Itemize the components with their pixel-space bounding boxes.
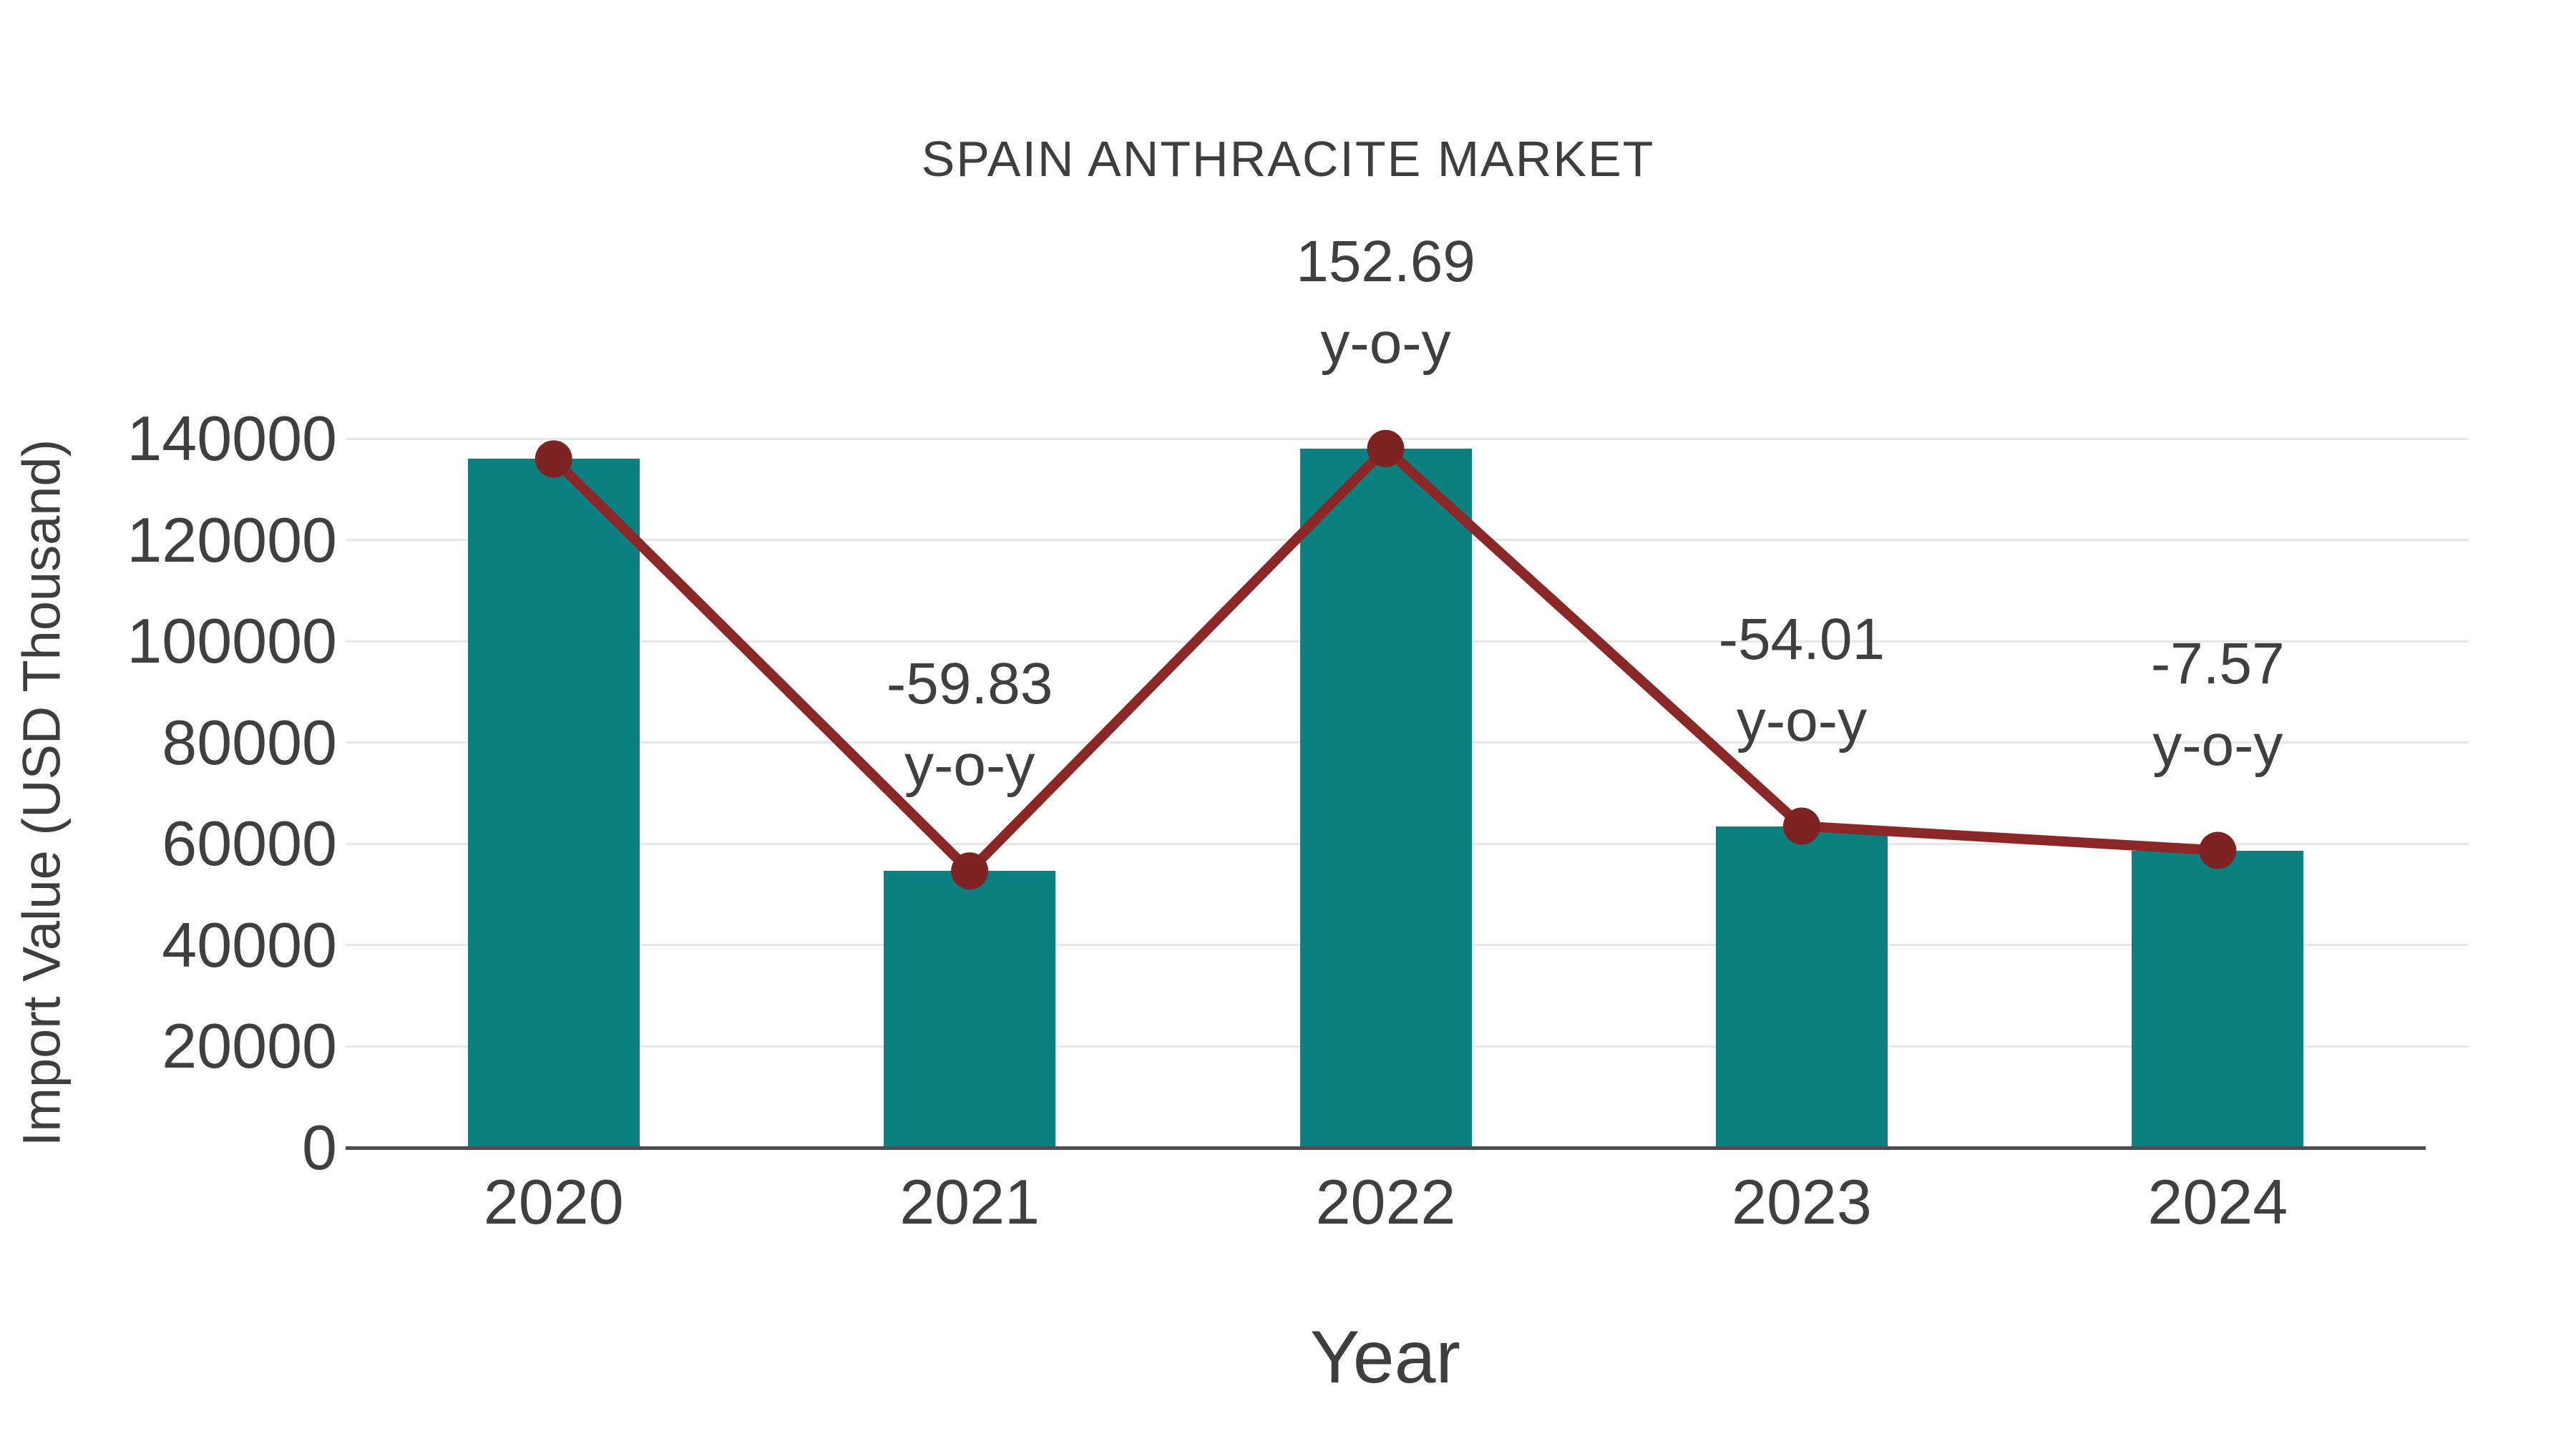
y-tick-label-100000: 100000 [127,605,337,677]
trend-line [550,441,2218,879]
yoy-annotation-2022: 152.69 y-o-y [1296,221,1475,384]
bar-2020 [467,459,640,1148]
x-axis-title: Year [1309,1316,1461,1399]
bar-2021 [884,871,1056,1148]
y-tick-label-120000: 120000 [127,504,337,575]
yoy-annotation-2023: -54.01 y-o-y [1719,599,1885,762]
marker-2020 [535,440,572,478]
yoy-annotation-2021: -59.83 y-o-y [887,643,1053,806]
yoy-value: 152.69 [1296,228,1475,294]
x-tick-label-2021: 2021 [899,1166,1040,1237]
y-tick-label-20000: 20000 [162,1010,337,1082]
x-tick-label-2024: 2024 [2147,1166,2288,1237]
gridline-140000 [346,437,2469,440]
x-tick-label-2022: 2022 [1315,1166,1456,1237]
y-tick-label-40000: 40000 [162,909,337,980]
bar-2024 [2132,850,2304,1148]
yoy-value: -59.83 [886,651,1053,717]
y-tick-label-0: 0 [302,1112,337,1183]
bar-2023 [1715,826,1888,1148]
yoy-suffix: y-o-y [1736,688,1867,753]
yoy-suffix: y-o-y [904,733,1035,799]
chart-title: SPAIN ANTHRACITE MARKET [921,131,1655,187]
y-tick-label-80000: 80000 [162,706,337,778]
marker-2024 [2199,831,2237,869]
marker-2021 [951,852,989,890]
marker-2023 [1782,807,1820,845]
x-tick-label-2020: 2020 [483,1166,624,1237]
yoy-value: -54.01 [1718,606,1885,672]
y-tick-label-60000: 60000 [162,808,337,879]
y-tick-label-140000: 140000 [127,403,337,474]
trend-line-layer [535,429,2237,890]
yoy-value: -7.57 [2150,630,2285,696]
x-axis-line [346,1146,2426,1150]
yoy-suffix: y-o-y [1320,310,1451,376]
x-tick-label-2023: 2023 [1732,1166,1872,1237]
marker-2022 [1367,429,1405,467]
bar-2022 [1299,448,1472,1148]
yoy-suffix: y-o-y [2152,712,2283,778]
plot-area: 0 20000 40000 60000 80000 100000 120000 140000 … [127,229,2469,1237]
yoy-annotation-2024: -7.57 y-o-y [2151,623,2285,786]
